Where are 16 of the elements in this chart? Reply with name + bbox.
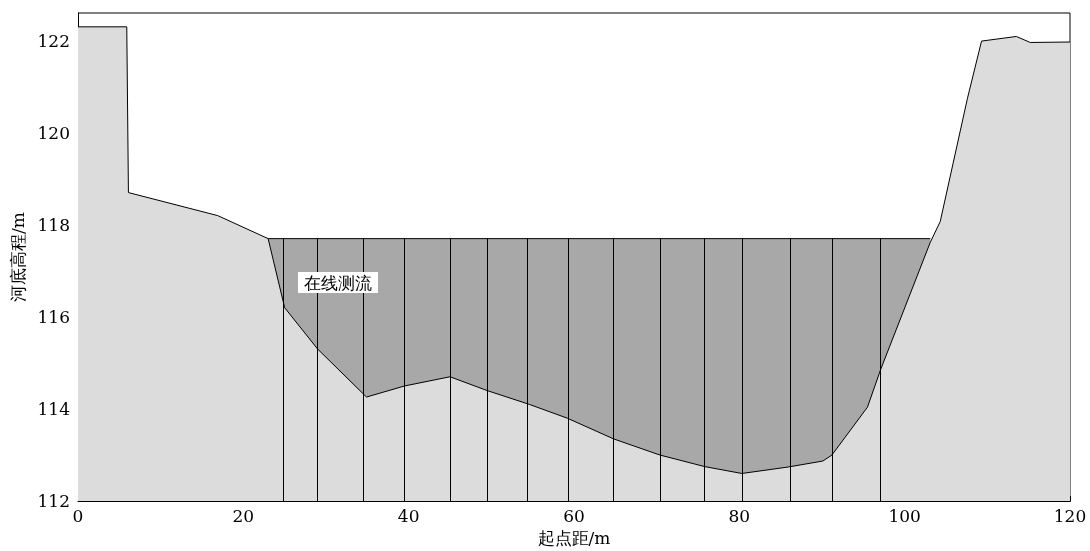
x-tick-label: 100 bbox=[888, 505, 921, 526]
y-tick-label: 122 bbox=[37, 30, 70, 51]
y-tick-label: 112 bbox=[37, 491, 70, 512]
y-tick-label: 116 bbox=[37, 306, 70, 327]
x-tick-label: 80 bbox=[728, 505, 751, 526]
y-tick-label: 118 bbox=[37, 214, 70, 235]
annotation: 在线测流 bbox=[304, 272, 372, 293]
x-tick-label: 40 bbox=[397, 505, 420, 526]
y-tick-label: 114 bbox=[37, 399, 70, 420]
x-tick-label: 0 bbox=[72, 505, 84, 526]
y-axis-title: 河底高程/m bbox=[7, 212, 28, 302]
x-tick-label: 20 bbox=[232, 505, 255, 526]
y-tick-label: 120 bbox=[37, 122, 70, 143]
x-tick-label: 120 bbox=[1053, 505, 1087, 526]
x-axis-title: 起点距/m bbox=[537, 527, 611, 548]
x-tick-label: 60 bbox=[563, 505, 585, 526]
